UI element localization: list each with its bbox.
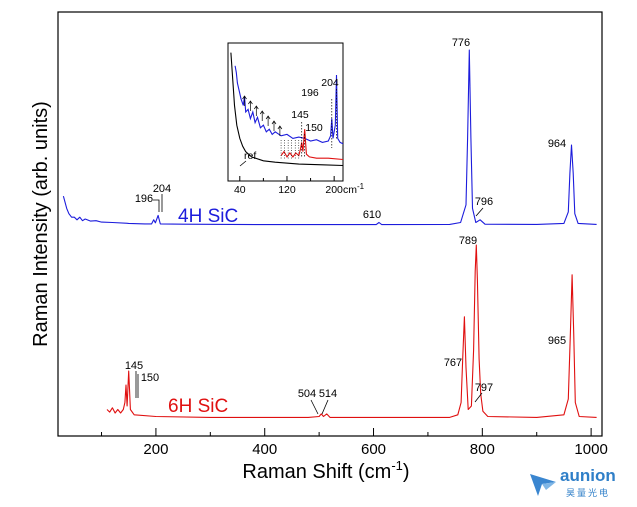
x-axis-ticks: 200 400 600 800 1000 bbox=[101, 428, 608, 458]
inset-mode-arrow bbox=[254, 105, 259, 116]
inset-mode-arrow bbox=[265, 115, 271, 126]
x-axis-title-close: ) bbox=[403, 461, 410, 483]
inset-x-unit: cm-1 bbox=[343, 182, 365, 196]
x-tick-label: 200 bbox=[143, 441, 168, 458]
inset-x-ticks: 40 120 200 bbox=[234, 176, 343, 196]
peak-label: 789 bbox=[459, 235, 477, 247]
inset-mode-arrow bbox=[259, 110, 265, 121]
inset-ref-label: ref bbox=[244, 150, 256, 162]
peak-label: 196 bbox=[135, 193, 153, 205]
x-axis-title: Raman Shift (cm-1) bbox=[242, 458, 409, 483]
peak-label: 767 bbox=[444, 357, 462, 369]
inset-mode-arrow bbox=[242, 95, 247, 106]
inset-tick-label: 40 bbox=[234, 184, 246, 196]
x-tick-label: 800 bbox=[470, 441, 495, 458]
peak-leader bbox=[310, 399, 319, 415]
peak-label: 797 bbox=[475, 382, 493, 394]
x-tick-label: 600 bbox=[361, 441, 386, 458]
y-axis-title: Raman Intensity (arb. units) bbox=[30, 101, 52, 347]
x-tick-label: 400 bbox=[252, 441, 277, 458]
x-tick-label: 1000 bbox=[574, 441, 607, 458]
peak-label: 964 bbox=[548, 138, 566, 150]
inset-tick-label: 200 bbox=[325, 184, 343, 196]
peak-label: 796 bbox=[475, 196, 493, 208]
series-label-4h: 4H SiC bbox=[178, 206, 238, 227]
peak-leader bbox=[474, 392, 483, 403]
peak-leader bbox=[153, 199, 160, 212]
main-plot: 200 400 600 800 1000 Raman Shift (cm-1) Rama… bbox=[30, 11, 608, 483]
series-6h bbox=[106, 244, 597, 418]
inset-tick-label: 120 bbox=[278, 184, 296, 196]
x-axis-title-sup: -1 bbox=[391, 458, 403, 473]
series-4h bbox=[62, 49, 597, 226]
series-label-6h: 6H SiC bbox=[168, 396, 228, 417]
peak-label: 514 bbox=[319, 388, 337, 400]
series-line bbox=[62, 49, 597, 226]
peak-label: 150 bbox=[141, 372, 159, 384]
peak-leader bbox=[475, 207, 484, 217]
inset-peak-label: 145 bbox=[291, 109, 309, 121]
series-line bbox=[106, 244, 597, 418]
peak-label: 776 bbox=[452, 37, 470, 49]
x-axis-title-main: Raman Shift (cm bbox=[242, 461, 391, 483]
peak-label: 204 bbox=[153, 183, 171, 195]
logo-brand-text: aunion bbox=[560, 466, 616, 485]
inset-peak-label: 204 bbox=[321, 77, 339, 89]
peak-label: 965 bbox=[548, 335, 566, 347]
inset-mode-arrow bbox=[277, 125, 283, 136]
inset-ref-leader bbox=[239, 160, 247, 167]
logo-brand-subtext: 昊量光电 bbox=[566, 488, 611, 498]
inset-peak-label: 150 bbox=[305, 122, 323, 134]
logo-arrow-icon bbox=[530, 474, 556, 496]
brand-logo: aunion 昊量光电 bbox=[528, 466, 632, 500]
inset-mode-arrow bbox=[248, 100, 253, 111]
peak-label: 504 bbox=[298, 388, 316, 400]
peak-label: 610 bbox=[363, 209, 381, 221]
peak-leader bbox=[321, 399, 329, 415]
plot-frame bbox=[57, 11, 603, 437]
inset-series-line bbox=[280, 129, 344, 161]
inset-peak-label: 196 bbox=[301, 87, 319, 99]
inset-series-line bbox=[230, 52, 344, 167]
inset-mode-arrow bbox=[271, 120, 277, 131]
peak-label: 145 bbox=[125, 360, 143, 372]
